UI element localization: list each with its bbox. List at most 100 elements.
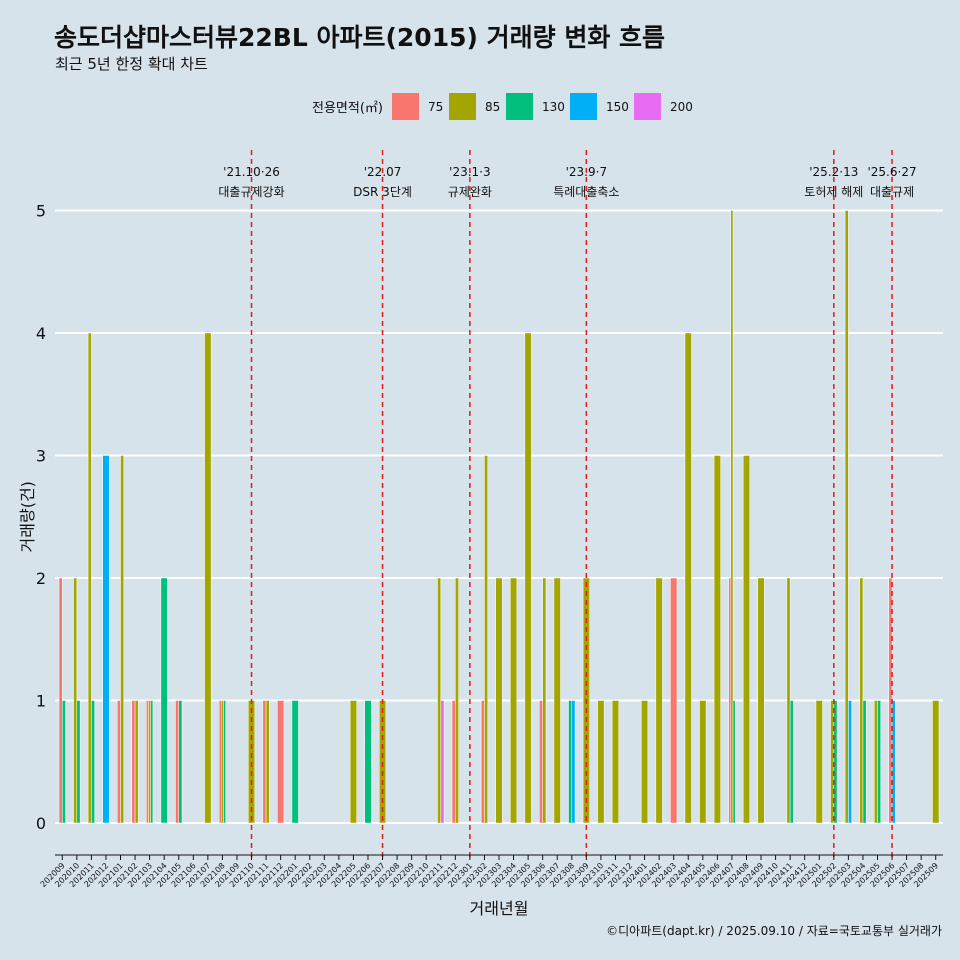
bar-130 [732, 700, 736, 824]
bar-85 [455, 577, 459, 824]
event-label: DSR 3단계 [353, 185, 412, 199]
bar-75 [58, 577, 63, 824]
bar-130 [178, 700, 183, 824]
bar-85 [204, 332, 212, 824]
bar-85 [859, 577, 864, 824]
legend-label-150: 150 [606, 100, 629, 114]
legend-key-130 [506, 93, 533, 120]
bar-85 [542, 577, 547, 824]
bar-75 [480, 700, 485, 824]
bar-85 [757, 577, 765, 824]
bar-85 [221, 700, 224, 824]
bar-85 [553, 577, 561, 824]
bar-75 [146, 700, 149, 824]
bar-150 [571, 700, 576, 824]
event-date: '21.10·26 [223, 165, 280, 179]
bar-85 [742, 455, 751, 824]
event-date: '23.1·3 [449, 165, 490, 179]
legend-key-75 [392, 93, 419, 120]
legend-label-85: 85 [485, 100, 500, 114]
bar-85 [713, 455, 721, 824]
event-annotations: '21.10·26 대출규제강화 '22.07 DSR 3단계 '23.1·3 규제완화 '… [218, 150, 917, 857]
bar-75 [262, 700, 267, 824]
chart-subtitle: 최근 5년 한정 확대 차트 [55, 55, 208, 73]
bar-85 [611, 700, 619, 824]
bar-85 [699, 700, 707, 824]
legend-key-200 [634, 93, 661, 120]
bar-85 [265, 700, 270, 824]
source-caption: ©디아파트(dapt.kr) / 2025.09.10 / 자료=국토교통부 실… [606, 924, 942, 938]
bar-130 [862, 700, 867, 824]
gridlines: 0 1 2 3 4 5 [36, 202, 943, 833]
bar-130 [76, 700, 81, 824]
legend-key-85 [449, 93, 476, 120]
legend-key-150 [570, 93, 597, 120]
bar-150 [848, 700, 852, 824]
bar-75 [451, 700, 456, 824]
bar-85 [524, 332, 532, 824]
bar-85 [655, 577, 663, 824]
bar-85 [932, 700, 940, 824]
bar-130 [568, 700, 573, 824]
y-tick-label: 2 [36, 569, 46, 588]
bar-75 [728, 577, 732, 824]
legend-label-75: 75 [428, 100, 443, 114]
bar-85 [87, 332, 92, 824]
bar-85 [641, 700, 649, 824]
y-tick-label: 4 [36, 324, 46, 343]
event-date: '23.9·7 [566, 165, 607, 179]
legend-label-200: 200 [670, 100, 693, 114]
bars [58, 210, 940, 824]
bar-85 [134, 700, 139, 824]
event-label: 규제완화 [448, 185, 492, 199]
bar-85 [730, 210, 734, 824]
bar-75 [218, 700, 222, 824]
bar-85 [148, 700, 151, 824]
bar-130 [877, 700, 882, 824]
bar-75 [116, 700, 121, 824]
bar-130 [364, 700, 372, 824]
bar-85 [349, 700, 357, 824]
bar-85 [73, 577, 78, 824]
bar-85 [844, 210, 849, 824]
bar-130 [62, 700, 66, 824]
event-date: '25.6·27 [867, 165, 916, 179]
bar-130 [291, 700, 299, 824]
bar-150 [891, 700, 896, 824]
bar-85 [437, 577, 442, 824]
bar-75 [131, 700, 136, 824]
bar-130 [833, 700, 838, 824]
bar-130 [91, 700, 95, 824]
bar-85 [484, 455, 488, 824]
bar-75 [539, 700, 543, 824]
bar-75 [175, 700, 179, 824]
bar-130 [789, 700, 794, 824]
y-tick-label: 5 [36, 202, 46, 221]
event-date: '25.2·13 [809, 165, 858, 179]
chart-title: 송도더샵마스터뷰22BL 아파트(2015) 거래량 변화 흐름 [54, 23, 666, 52]
bar-85 [510, 577, 518, 824]
bar-85 [684, 332, 692, 824]
event-label: 대출규제강화 [218, 185, 284, 199]
y-tick-label: 0 [36, 814, 46, 833]
bar-75 [277, 700, 285, 824]
bar-130 [223, 700, 226, 824]
bar-85 [120, 455, 125, 824]
legend-title: 전용면적(㎡) [312, 101, 383, 116]
chart-legend: 전용면적(㎡) 75 85 130 150 200 [312, 93, 693, 120]
bar-85 [815, 700, 823, 824]
y-tick-label: 3 [36, 447, 46, 466]
y-tick-label: 1 [36, 692, 46, 711]
event-label: 대출규제 [870, 185, 914, 199]
event-date: '22.07 [364, 165, 402, 179]
event-label: 토허제 해제 [804, 185, 863, 199]
bar-85 [597, 700, 605, 824]
bar-85 [786, 577, 791, 824]
y-axis-title: 거래량(건) [18, 481, 37, 552]
bar-200 [440, 700, 445, 824]
legend-label-130: 130 [542, 100, 565, 114]
bar-130 [150, 700, 154, 824]
bar-85 [495, 577, 503, 824]
bar-150 [102, 455, 110, 824]
